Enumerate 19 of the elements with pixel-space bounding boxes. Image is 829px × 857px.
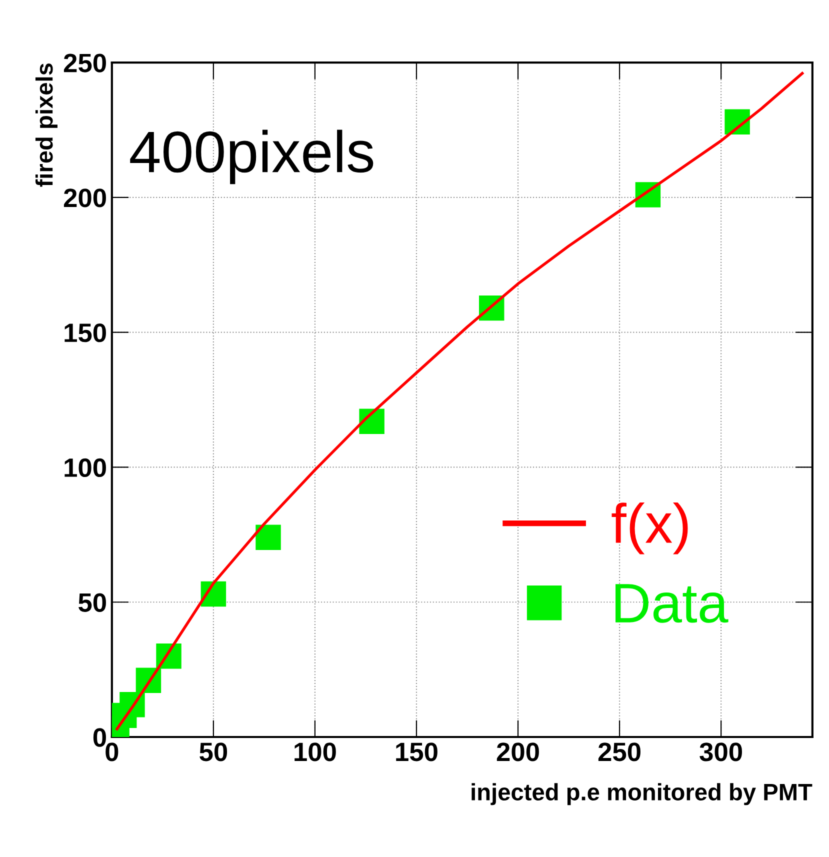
legend-label: Data [616, 584, 728, 623]
x-axis-title: injected p.e monitored by PMT [472, 783, 812, 806]
x-tick-label: 250 [598, 742, 640, 762]
x-tick-label: 0 [106, 742, 118, 762]
x-tick-label: 150 [396, 742, 438, 762]
y-tick-label: 50 [78, 593, 106, 612]
y-tick-label: 200 [64, 188, 106, 208]
legend-label: f(x) [612, 502, 688, 554]
y-tick-label: 100 [64, 458, 106, 478]
x-tick-label: 100 [294, 742, 336, 762]
annotation: 400pixels [130, 130, 374, 184]
x-tick-label: 300 [700, 742, 742, 762]
y-axis-title: fired pixels [35, 64, 58, 187]
y-tick-label: 150 [64, 323, 106, 342]
x-tick-label: 200 [496, 742, 539, 762]
x-tick-label: 50 [200, 742, 228, 762]
y-tick-label: 250 [64, 54, 106, 72]
y-tick-label: 0 [93, 728, 106, 747]
point [256, 524, 281, 550]
